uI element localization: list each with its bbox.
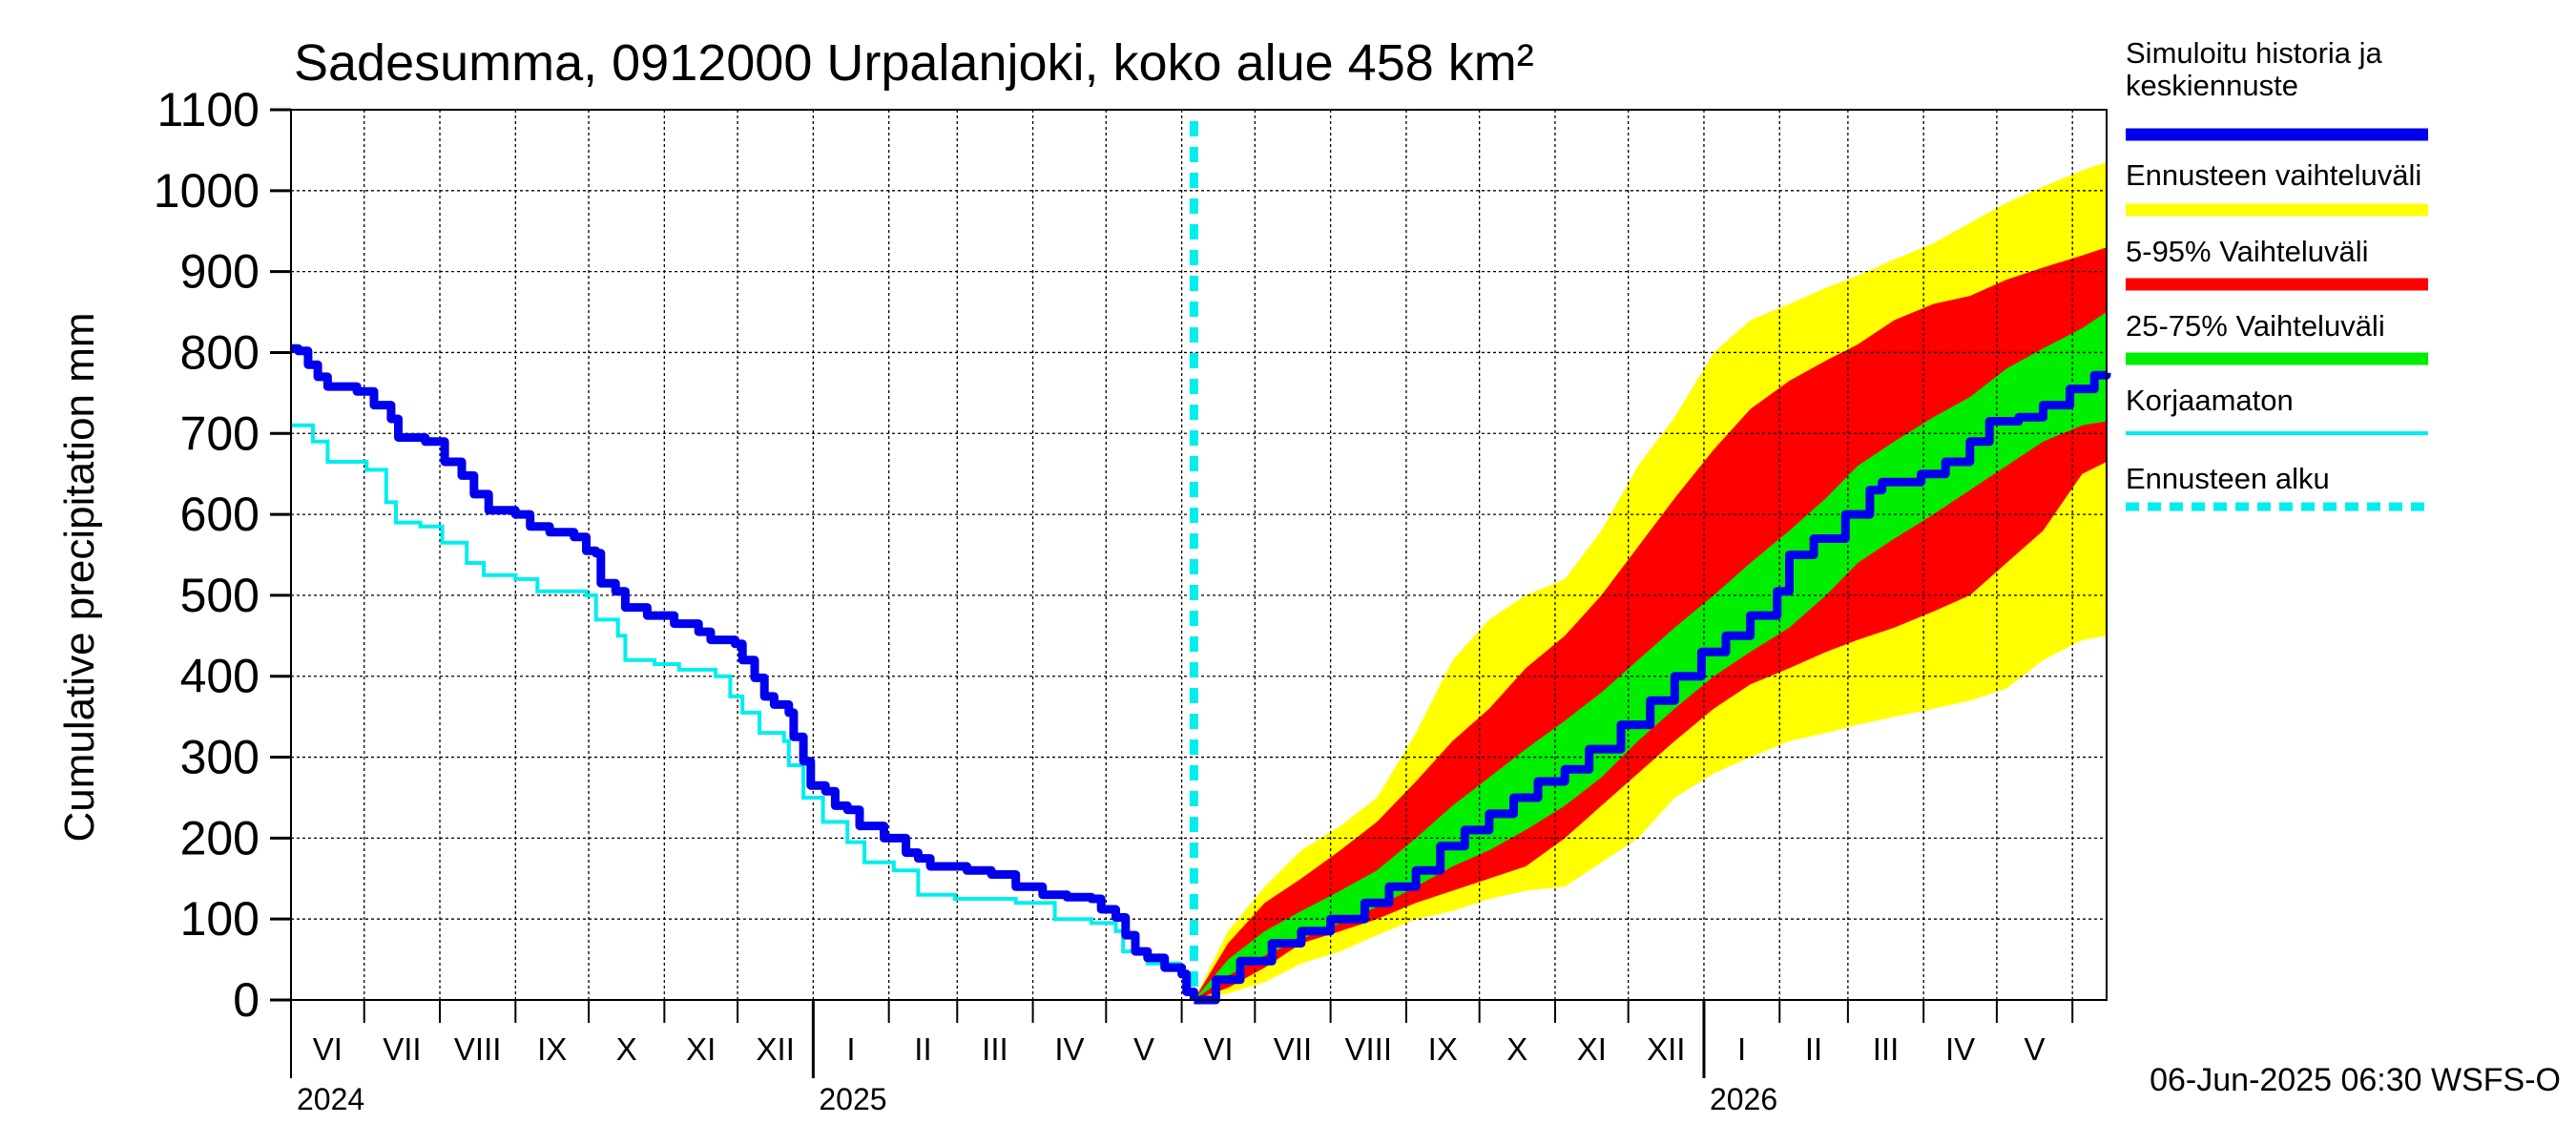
month-label: VI <box>313 1031 343 1067</box>
y-tick-label: 1000 <box>154 164 260 218</box>
month-label: IX <box>537 1031 567 1067</box>
uncorrected-line <box>291 423 1196 1000</box>
band-5-95 <box>1194 247 2107 1000</box>
y-tick-label: 100 <box>180 892 260 946</box>
axes: 0 100 200 300 400 500 600 700 800 900 1000 1100 2024… <box>154 83 2074 1116</box>
year-label: 2026 <box>1710 1082 1777 1116</box>
chart-title: Sadesumma, 0912000 Urpalanjoki, koko alu… <box>294 34 1534 92</box>
y-tick-label: 0 <box>233 973 260 1027</box>
timestamp-footer: 06-Jun-2025 06:30 WSFS-O <box>2150 1062 2561 1098</box>
legend-label: keskiennuste <box>2126 69 2298 102</box>
y-tick-label: 300 <box>180 731 260 784</box>
month-label: IX <box>1428 1031 1458 1067</box>
legend-label: Ennusteen vaihteluväli <box>2126 158 2421 192</box>
legend-label: 25-75% Vaihteluväli <box>2126 309 2385 343</box>
month-label: II <box>1805 1031 1822 1067</box>
month-label: I <box>1737 1031 1746 1067</box>
month-label: VII <box>1274 1031 1312 1067</box>
month-label: IV <box>1054 1031 1084 1067</box>
month-label: V <box>2025 1031 2046 1067</box>
y-axis-label: Cumulative precipitation mm <box>56 312 103 842</box>
y-tick-label: 500 <box>180 569 260 622</box>
month-label: III <box>1873 1031 1900 1067</box>
legend-label: Korjaamaton <box>2126 384 2294 417</box>
y-tick-label: 200 <box>180 811 260 864</box>
month-label: IV <box>1945 1031 1975 1067</box>
month-label: XI <box>1577 1031 1607 1067</box>
median-forecast-line <box>1194 370 2111 1005</box>
y-tick-label: 900 <box>180 245 260 299</box>
year-label: 2025 <box>819 1082 886 1116</box>
month-label: X <box>616 1031 637 1067</box>
legend-label: 5-95% Vaihteluväli <box>2126 235 2368 268</box>
month-label: XII <box>757 1031 795 1067</box>
month-label: XII <box>1647 1031 1685 1067</box>
y-tick-label: 600 <box>180 488 260 541</box>
month-label: X <box>1506 1031 1527 1067</box>
month-label: III <box>982 1031 1008 1067</box>
month-label: VIII <box>1345 1031 1393 1067</box>
legend-label: Ennusteen alku <box>2126 462 2330 495</box>
year-label: 2024 <box>297 1082 364 1116</box>
history-line <box>291 344 1198 1000</box>
month-label: VIII <box>454 1031 502 1067</box>
month-label: II <box>914 1031 931 1067</box>
y-tick-label: 800 <box>180 325 260 379</box>
series-lines <box>291 121 2111 1005</box>
month-label: VII <box>383 1031 421 1067</box>
legend-label: Simuloitu historia ja <box>2126 36 2383 70</box>
month-label: XI <box>686 1031 716 1067</box>
month-label: V <box>1133 1031 1154 1067</box>
plot-border <box>290 109 2108 1001</box>
y-tick-label: 400 <box>180 650 260 703</box>
y-tick-label: 1100 <box>156 83 260 136</box>
month-label: VI <box>1203 1031 1233 1067</box>
plot-frame <box>290 109 2108 1001</box>
month-label: I <box>846 1031 855 1067</box>
y-tick-label: 700 <box>180 406 260 460</box>
